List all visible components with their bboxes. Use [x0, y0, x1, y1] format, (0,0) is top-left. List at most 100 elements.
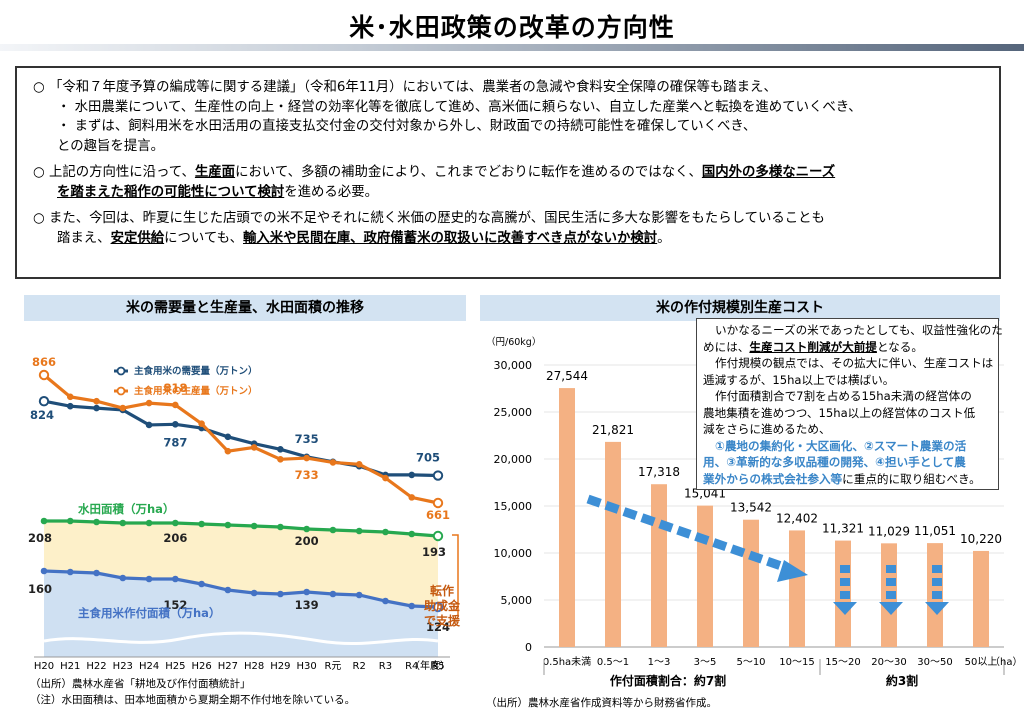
- x-unit-label: （ha）: [990, 656, 1018, 668]
- series-line: [42, 373, 439, 505]
- bar: [697, 505, 713, 647]
- data-point: [38, 369, 50, 381]
- side-label: 転作: [430, 583, 454, 598]
- data-point: [382, 597, 389, 605]
- x-tick-label: H28: [244, 661, 264, 672]
- y-tick-label: 25,000: [494, 406, 533, 419]
- left-note: （注）水田面積は、田本地面積から夏期全期不作付地を除いている。: [30, 694, 356, 706]
- text-run: に重点的に取り組むべき。: [842, 471, 981, 486]
- text-run: についても、: [164, 230, 243, 246]
- data-point: [66, 517, 74, 525]
- emphasis-text: 安定供給: [110, 230, 165, 246]
- x-tick-label: 30～50: [917, 657, 952, 668]
- emphasis-text: 生産コスト削減が大前提: [749, 339, 877, 354]
- data-point: [408, 471, 416, 479]
- x-tick-label: H20: [34, 661, 54, 672]
- data-point: [40, 517, 48, 525]
- data-point: [198, 580, 205, 588]
- bar: [743, 519, 759, 647]
- bar-value-label: 10,220: [960, 532, 1002, 546]
- bar-value-label: 21,821: [592, 423, 634, 437]
- callout-line: 逓減するが、15ha以上では横ばい。: [703, 372, 895, 387]
- data-point: [329, 459, 337, 466]
- x-tick-label: H29: [270, 661, 290, 672]
- left-source: （出所）農林水産省「耕地及び作付面積統計」: [30, 678, 251, 690]
- data-point: [432, 470, 444, 481]
- data-point: [355, 460, 363, 468]
- data-point: [303, 525, 310, 533]
- data-point: [198, 520, 205, 528]
- callout-line: 減をさらに進めるため、: [703, 422, 831, 436]
- data-point: [66, 568, 74, 576]
- plateau-arrow-head: [925, 602, 949, 615]
- data-point: [329, 590, 337, 598]
- plateau-arrow-dash: [886, 591, 896, 599]
- data-point: [66, 393, 74, 401]
- legend-demand-label: 主食用米の需要量（万トン）: [134, 365, 258, 377]
- bar: [651, 484, 667, 647]
- paddy-area-label: 水田面積（万ha）: [78, 502, 174, 516]
- data-point: [40, 567, 48, 575]
- data-point: [145, 421, 153, 429]
- bar: [789, 530, 805, 647]
- x-tick-label: 1～3: [648, 657, 671, 668]
- plateau-arrow-dash: [886, 578, 896, 586]
- bar-value-label: 15,041: [684, 487, 726, 501]
- x-tick-label: 0.5～1: [597, 657, 629, 668]
- y-tick-label: 5,000: [501, 594, 533, 607]
- text-run: 。: [657, 230, 671, 246]
- text-run: めには、: [703, 339, 750, 354]
- x-tick-label: H22: [86, 661, 106, 672]
- data-point: [329, 526, 337, 534]
- data-label: 139: [295, 598, 319, 612]
- x-tick-label: R3: [379, 661, 392, 672]
- summary-line: との趣旨を提言。: [57, 138, 164, 154]
- x-tick-label: H21: [60, 661, 80, 672]
- data-label: 818: [163, 381, 187, 395]
- data-point: [432, 497, 444, 509]
- series-line: [44, 519, 439, 538]
- x-tick-label: 10～15: [779, 657, 814, 668]
- plateau-arrow-dash: [840, 578, 850, 586]
- right-source: （出所）農林水産省作成資料等から財務省作成。: [486, 697, 717, 709]
- year-unit-label: （年度）: [410, 659, 450, 672]
- data-point: [277, 455, 284, 463]
- data-point: [93, 518, 100, 526]
- callout-line: 作付面積割合で7割を占める15ha未満の経営体の: [715, 389, 972, 403]
- summary-line: ○ また、今回は、昨夏に生じた店頭での米不足やそれに続く米価の歴史的な高騰が、国…: [33, 211, 825, 226]
- bar: [559, 388, 575, 647]
- x-tick-label: 3～5: [694, 657, 717, 668]
- data-point: [93, 404, 100, 412]
- y-tick-label: 20,000: [494, 453, 533, 466]
- x-tick-label: H24: [139, 661, 159, 672]
- data-point: [172, 401, 179, 409]
- data-point: [224, 433, 232, 441]
- x-tick-label: H27: [218, 661, 238, 672]
- data-point: [303, 454, 310, 462]
- x-tick-label: H30: [297, 661, 317, 672]
- data-point: [119, 574, 127, 582]
- x-tick-label: R2: [353, 661, 366, 672]
- legend-production-marker: [116, 386, 126, 396]
- plateau-arrow-dash: [886, 565, 896, 573]
- plateau-arrow-dash: [932, 565, 942, 573]
- y-unit-label: （円/60kg）: [486, 336, 541, 348]
- data-point: [145, 575, 153, 583]
- callout-line: ①農地の集約化・大区画化、②スマート農業の活: [715, 438, 967, 453]
- y-tick-label: 0: [525, 641, 532, 654]
- emphasis-text: を踏まえた稲作の可能性について検討: [57, 184, 285, 200]
- text-run: 踏まえ、: [57, 230, 111, 246]
- conversion-subsidy-area: [44, 521, 438, 607]
- data-point: [355, 527, 363, 535]
- text-run: ○ 上記の方向性に沿って、: [33, 165, 195, 180]
- left-chart-header: 米の需要量と生産量、水田面積の推移: [24, 295, 466, 321]
- data-point: [408, 530, 416, 538]
- side-label: 助成金: [424, 598, 461, 613]
- data-point: [93, 397, 100, 405]
- x-tick-label: R5: [431, 661, 444, 672]
- data-point: [250, 589, 258, 597]
- bar-value-label: 12,402: [776, 511, 818, 525]
- x-tick-label: 20～30: [871, 657, 906, 668]
- bar-value-label: 11,051: [914, 524, 956, 538]
- data-label: 206: [163, 531, 187, 545]
